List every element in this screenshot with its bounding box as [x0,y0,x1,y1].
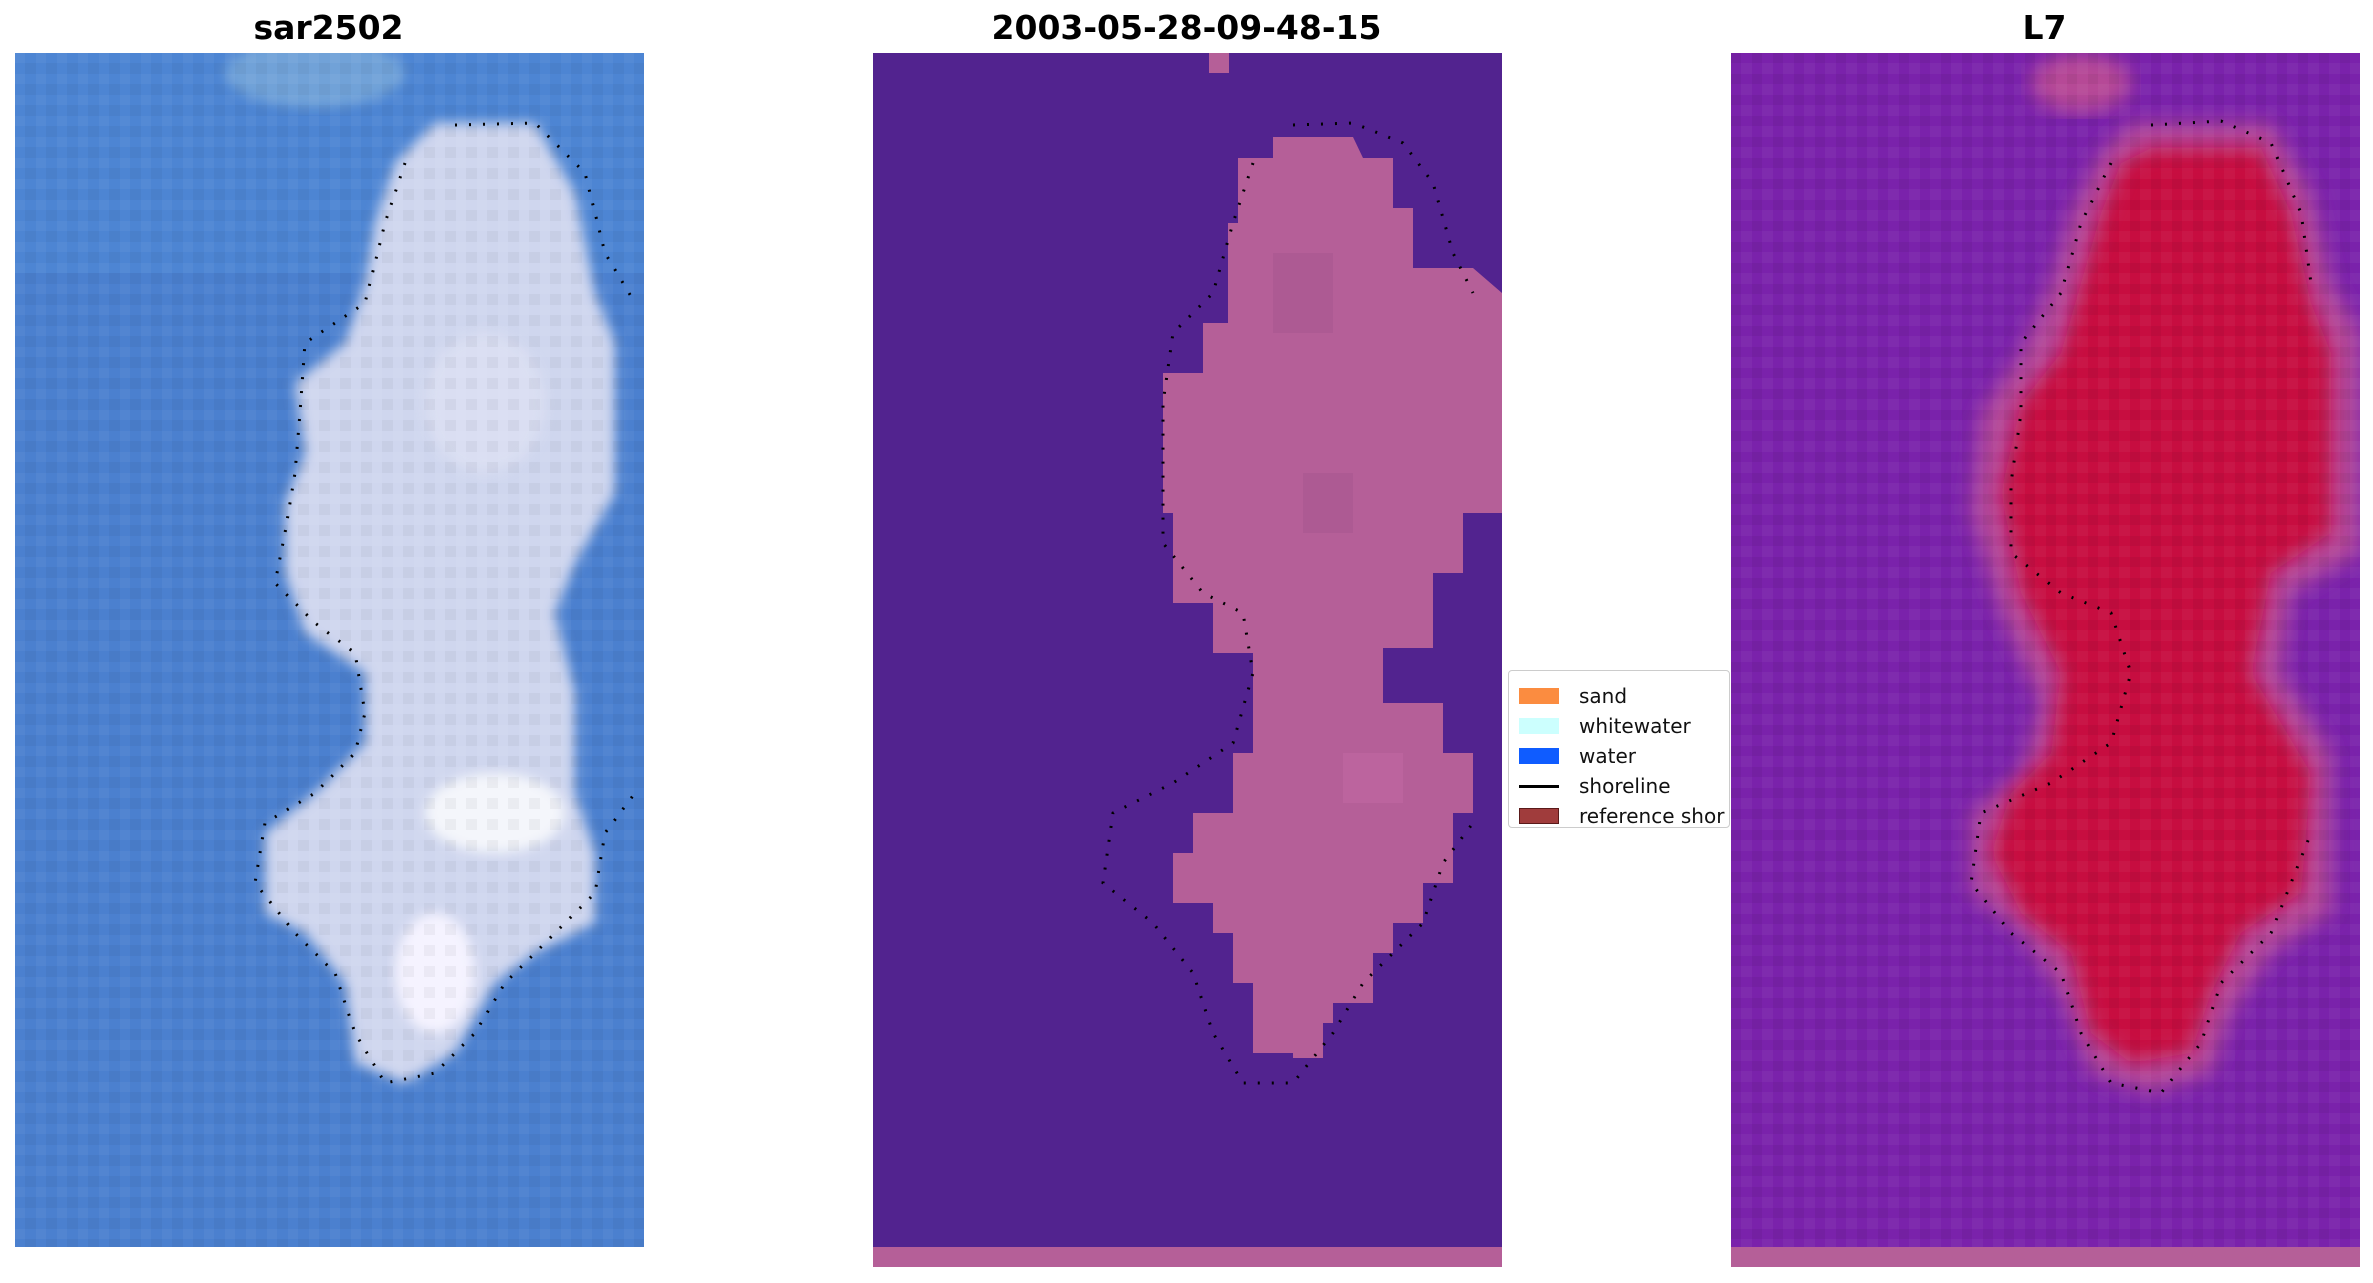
reference-shoreline-swatch [1519,808,1559,824]
classification-image [873,53,1502,1267]
rgb-image-panel [15,53,644,1247]
shoreline-rgb [253,121,637,1085]
panel-title-rgb: sar2502 [253,8,404,47]
panel-title-index: L7 [2022,8,2067,47]
legend-label-water: water [1579,744,1636,768]
legend-label-whitewater: whitewater [1579,714,1691,738]
legend-label-shoreline: shoreline [1579,774,1671,798]
classification-panel [873,53,1502,1267]
index-panel [1731,53,2360,1267]
rgb-image [15,53,644,1247]
shoreline-line-swatch [1519,785,1559,788]
shoreline-classification [1101,121,1475,1085]
legend: sand whitewater water shoreline referenc… [1508,670,1730,828]
whitewater-swatch [1519,718,1559,734]
panel-title-classification: 2003-05-28-09-48-15 [991,8,1382,47]
water-swatch [1519,748,1559,764]
sand-swatch [1519,688,1559,704]
legend-label-reference-shoreline: reference shor [1579,804,1725,828]
shoreline-index [1969,119,2313,1095]
index-image [1731,53,2360,1267]
legend-label-sand: sand [1579,684,1628,708]
classified-island [1163,137,1502,1058]
